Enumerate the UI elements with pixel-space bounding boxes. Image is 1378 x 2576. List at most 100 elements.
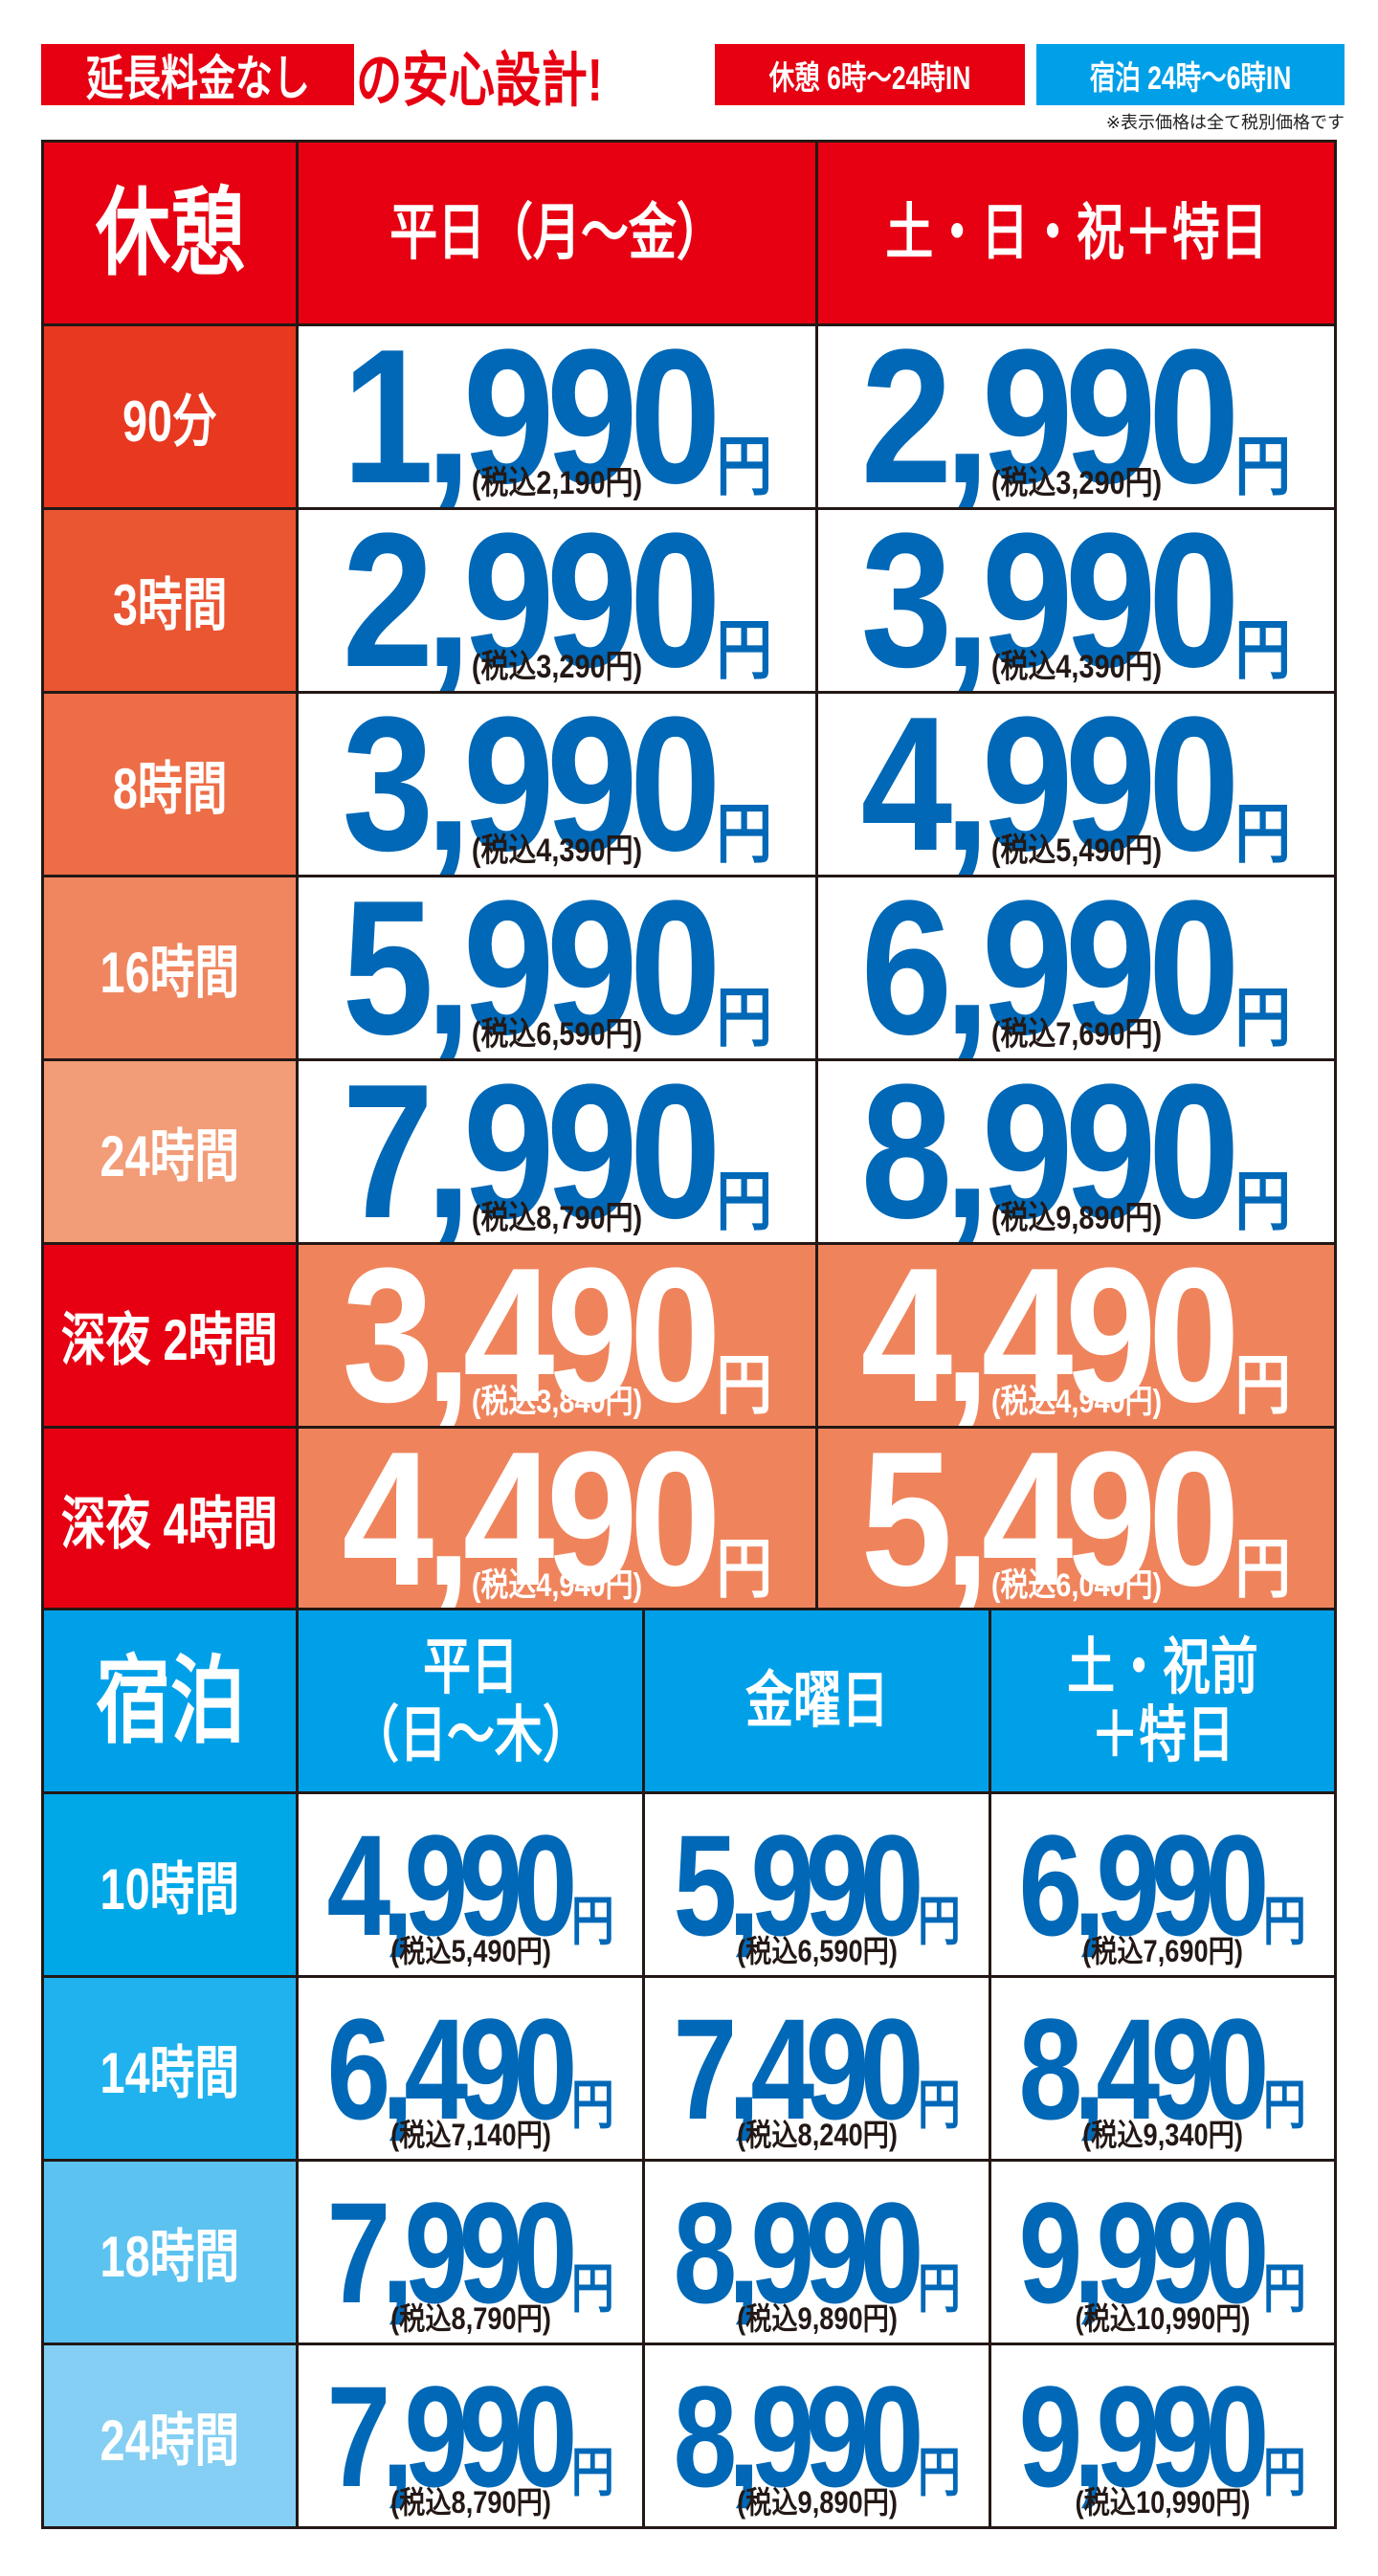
rest-column-header: 土・日・祝＋特日 (818, 143, 1334, 323)
tax-included-price: (税込4,390円) (471, 833, 643, 869)
tax-included-price: (税込8,790円) (389, 2301, 551, 2336)
tax-included-price: (税込8,790円) (389, 2485, 551, 2520)
price-amount: 5,490 (860, 1429, 1240, 1610)
tagline-main-text: 延長料金なし (85, 52, 310, 105)
tax-included-price: (税込5,490円) (990, 833, 1162, 869)
price: 4,990 円 (860, 694, 1291, 875)
price-cell: 7,990 円 (税込8,790円) (299, 2162, 642, 2343)
duration-label: 90分 (44, 326, 296, 507)
price-cell: 4,990 円 (税込5,490円) (299, 1794, 642, 1975)
price: 3,990 円 (342, 694, 771, 875)
price-cell: 4,990 円 (税込5,490円) (818, 694, 1334, 875)
stay-title: 宿泊 (44, 1610, 296, 1791)
duration-label-text: 18時間 (100, 2225, 240, 2289)
price-amount: 5,990 (673, 1804, 923, 1965)
price: 8,490 円 (1019, 1997, 1306, 2141)
price-amount: 4,990 (860, 694, 1240, 875)
price-cell: 6,490 円 (税込7,140円) (299, 1978, 642, 2159)
tax-included-price: (税込7,690円) (990, 1016, 1162, 1053)
price-amount: 9,990 (1018, 2355, 1270, 2517)
tax-included-price: (税込9,890円) (736, 2301, 898, 2336)
tax-included-price: (税込7,140円) (389, 2118, 551, 2152)
tagline-no-extension-fee: 延長料金なし (41, 44, 354, 105)
price: 9,990 円 (1018, 2355, 1306, 2517)
price: 8,990 円 (861, 1061, 1291, 1242)
price-amount: 6,990 (860, 877, 1240, 1058)
price-cell: 4,490 円 (税込4,940円) (818, 1245, 1334, 1426)
yen-unit: 円 (1263, 2441, 1307, 2502)
price-cell: 5,990 円 (税込6,590円) (645, 1794, 989, 1975)
stay-price-table: 宿泊 平日 （日〜木） 金曜日 土・祝前 ＋特日 10時間 4,990 円 (税込5,4… (41, 1608, 1337, 2529)
column-header-text: 平日 （日〜木） (350, 1632, 590, 1769)
yen-unit: 円 (716, 613, 772, 687)
yen-unit: 円 (570, 1890, 614, 1951)
yen-unit: 円 (1234, 1165, 1292, 1238)
yen-unit: 円 (1234, 797, 1292, 871)
rest-column-header: 平日（月〜金） (299, 143, 815, 323)
price-cell: 8,990 円 (税込9,890円) (645, 2162, 989, 2343)
price-cell: 4,490 円 (税込4,940円) (299, 1429, 815, 1610)
tax-included-price: (税込6,590円) (471, 1016, 643, 1053)
tax-included-price: (税込10,990円) (1075, 2485, 1251, 2520)
price-cell: 8,490 円 (税込9,340円) (991, 1978, 1334, 2159)
yen-unit: 円 (570, 2441, 614, 2502)
duration-label-text: 14時間 (100, 2041, 240, 2105)
duration-label: 24時間 (44, 2345, 296, 2526)
tagline-sub-text: の安心設計! (356, 48, 603, 114)
yen-unit: 円 (1234, 981, 1292, 1055)
duration-label-text: 8時間 (112, 757, 228, 821)
column-header-text: 金曜日 (745, 1666, 889, 1736)
column-header-text: 平日（月〜金） (389, 198, 724, 268)
price-amount: 1,990 (342, 326, 721, 507)
yen-unit: 円 (716, 797, 772, 871)
duration-label: 3時間 (44, 510, 296, 691)
price-amount: 7,990 (326, 2171, 577, 2333)
tax-included-price: (税込4,940円) (990, 1384, 1162, 1420)
rest-title: 休憩 (44, 143, 296, 323)
yen-unit: 円 (1234, 1348, 1292, 1422)
yen-unit: 円 (1263, 2074, 1307, 2135)
tax-included-price: (税込6,040円) (990, 1567, 1162, 1604)
duration-label: 24時間 (44, 1061, 296, 1242)
duration-label-text: 24時間 (100, 1124, 240, 1188)
duration-label-text: 深夜 2時間 (61, 1308, 278, 1372)
price: 5,490 円 (860, 1429, 1291, 1610)
price-cell: 6,990 円 (税込7,690円) (991, 1794, 1334, 1975)
price-amount: 3,490 (342, 1245, 721, 1426)
duration-label-text: 深夜 4時間 (61, 1492, 278, 1556)
tax-included-price: (税込8,240円) (736, 2118, 898, 2152)
yen-unit: 円 (716, 1348, 772, 1422)
stay-column-header: 金曜日 (645, 1610, 989, 1791)
price-cell: 5,990 円 (税込6,590円) (299, 877, 815, 1058)
price-cell: 9,990 円 (税込10,990円) (991, 2162, 1334, 2343)
price: 6,990 円 (860, 877, 1291, 1058)
price-amount: 8,990 (673, 2355, 923, 2517)
price-cell: 3,990 円 (税込4,390円) (299, 694, 815, 875)
rest-price-table: 休憩 平日（月〜金） 土・日・祝＋特日 90分 1,990 円 (税込2,190円) … (41, 140, 1337, 1612)
price: 2,990 円 (342, 510, 771, 691)
price-amount: 9,990 (1018, 2171, 1270, 2333)
price-amount: 7,990 (342, 1061, 721, 1242)
yen-unit: 円 (1234, 1532, 1292, 1606)
price: 4,990 円 (326, 1813, 613, 1957)
duration-label: 18時間 (44, 2162, 296, 2343)
yen-unit: 円 (716, 430, 772, 503)
tax-included-price: (税込2,190円) (471, 465, 643, 501)
price: 9,990 円 (1018, 2171, 1306, 2333)
stay-hours-badge: 宿泊 24時〜6時IN (1036, 44, 1345, 105)
tax-included-price: (税込7,690円) (1082, 1934, 1243, 1968)
yen-unit: 円 (716, 981, 772, 1055)
price: 8,990 円 (673, 2355, 960, 2517)
price-cell: 7,990 円 (税込8,790円) (299, 2345, 642, 2526)
rest-title-text: 休憩 (95, 179, 245, 287)
tax-included-price: (税込9,890円) (990, 1200, 1162, 1236)
yen-unit: 円 (917, 2074, 961, 2135)
price-cell: 3,490 円 (税込3,840円) (299, 1245, 815, 1426)
price-amount: 7,490 (673, 1988, 923, 2149)
tax-included-price: (税込5,490円) (389, 1934, 551, 1968)
price-amount: 6,990 (1018, 1804, 1270, 1965)
yen-unit: 円 (917, 2441, 961, 2502)
price-cell: 7,990 円 (税込8,790円) (299, 1061, 815, 1242)
tax-included-price: (税込3,290円) (990, 465, 1162, 501)
price: 5,990 円 (342, 877, 771, 1058)
